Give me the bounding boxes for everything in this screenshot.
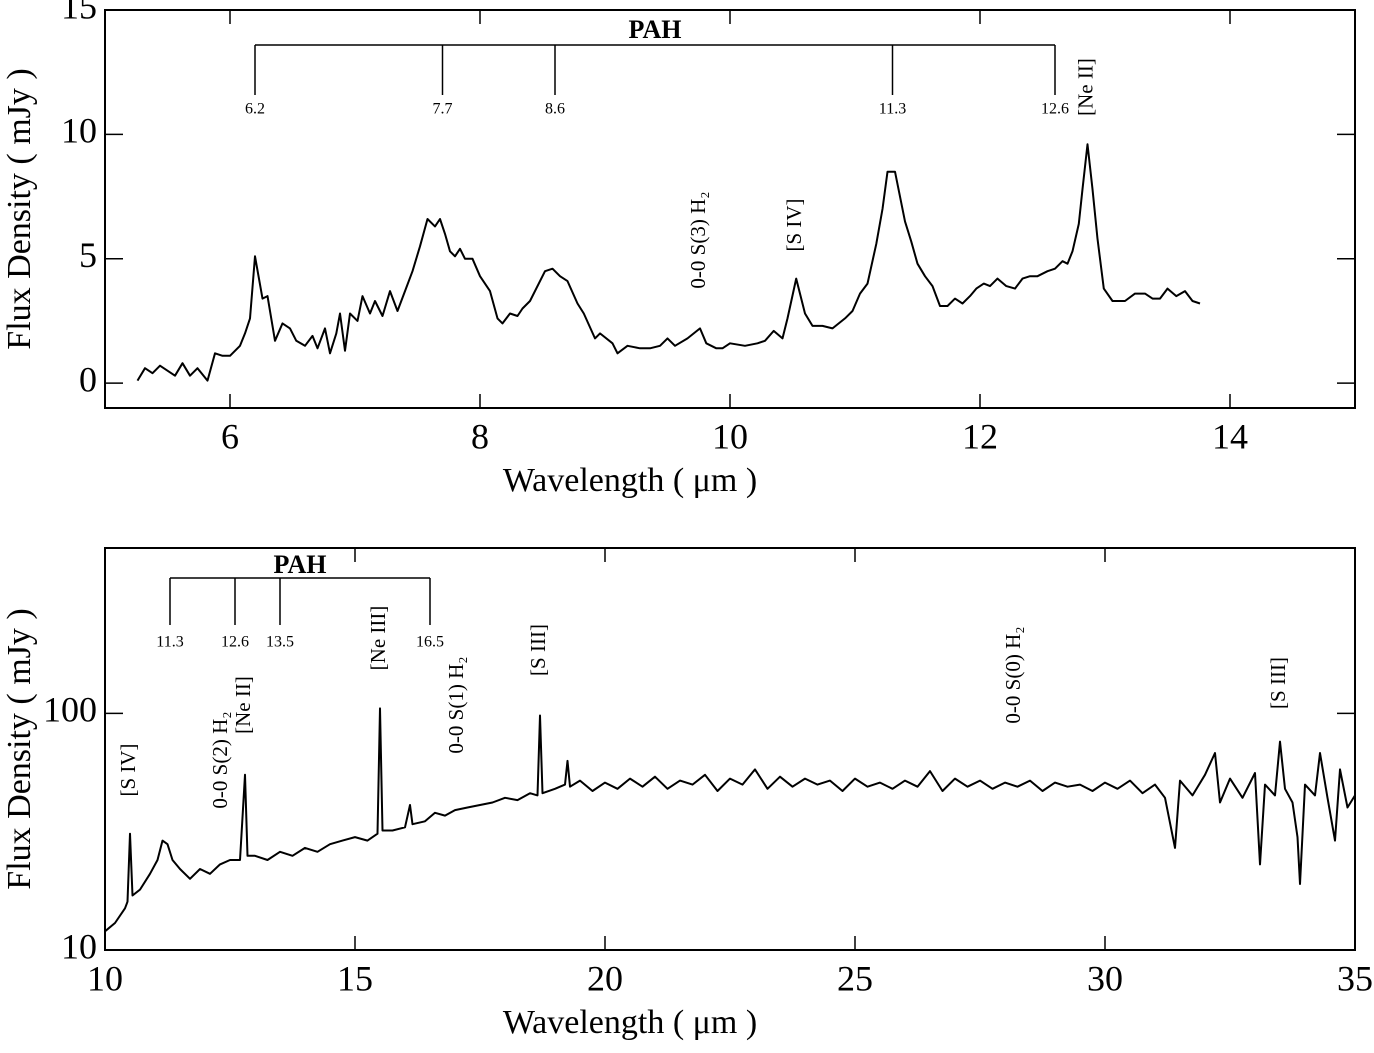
line-annotation: [S IV] [116,743,140,796]
line-annotation: [Ne III] [366,606,390,671]
x-axis-label: Wavelength ( μm ) [503,462,757,499]
x-axis-label: Wavelength ( μm ) [503,1004,757,1041]
x-tick-label: 10 [712,416,748,456]
plot-frame [104,547,1356,951]
pah-title: PAH [629,15,682,44]
x-tick-label: 6 [221,416,239,456]
pah-feature-label: 6.2 [245,101,265,118]
y-axis-label: Flux Density ( mJy ) [1,608,38,889]
x-tick-label: 20 [587,958,623,998]
line-annotation: 0-0 S(3) H₂ [686,191,710,288]
line-annotation: [S IV] [782,198,806,251]
spectrum-line [104,707,1356,933]
x-tick-label: 35 [1337,958,1373,998]
y-tick-label: 0 [79,359,97,399]
panel: 6 8 10 12 14 0 5 10 15 Wavelength ( μm ) Flux Dens… [1,0,1356,499]
pah-feature-label: 7.7 [433,101,453,118]
x-tick-label: 15 [337,958,373,998]
spectrum-line [136,143,1201,382]
line-annotation: [Ne II] [1073,58,1097,116]
x-tick-label: 12 [962,416,998,456]
pah-feature-label: 16.5 [416,634,444,651]
line-annotation: [S III] [526,624,550,676]
pah-feature-label: 11.3 [156,634,183,651]
line-annotation: 0-0 S(0) H₂ [1001,626,1025,723]
x-tick-label: 25 [837,958,873,998]
y-axis-label: Flux Density ( mJy ) [1,68,38,349]
panel: 10 15 20 25 30 35 10 100 Wavelength ( μm ) Flux D… [1,547,1373,1041]
x-tick-label: 10 [87,958,123,998]
plot-frame [104,9,1356,409]
pah-title: PAH [274,550,327,579]
y-tick-label: 5 [79,235,97,275]
y-tick-label: 100 [43,690,97,730]
pah-feature-label: 11.3 [879,101,906,118]
line-annotation: [S III] [1266,657,1290,709]
pah-feature-label: 12.6 [221,634,249,651]
line-annotation: [Ne II] [231,676,255,734]
y-tick-label: 10 [61,926,97,966]
pah-feature-label: 8.6 [545,101,565,118]
x-tick-label: 14 [1212,416,1248,456]
pah-feature-label: 12.6 [1041,101,1069,118]
x-tick-label: 30 [1087,958,1123,998]
pah-feature-label: 13.5 [266,634,294,651]
x-tick-label: 8 [471,416,489,456]
line-annotation: 0-0 S(1) H₂ [444,656,468,753]
y-tick-label: 10 [61,111,97,151]
y-tick-label: 15 [61,0,97,26]
line-annotation: 0-0 S(2) H₂ [208,711,232,808]
